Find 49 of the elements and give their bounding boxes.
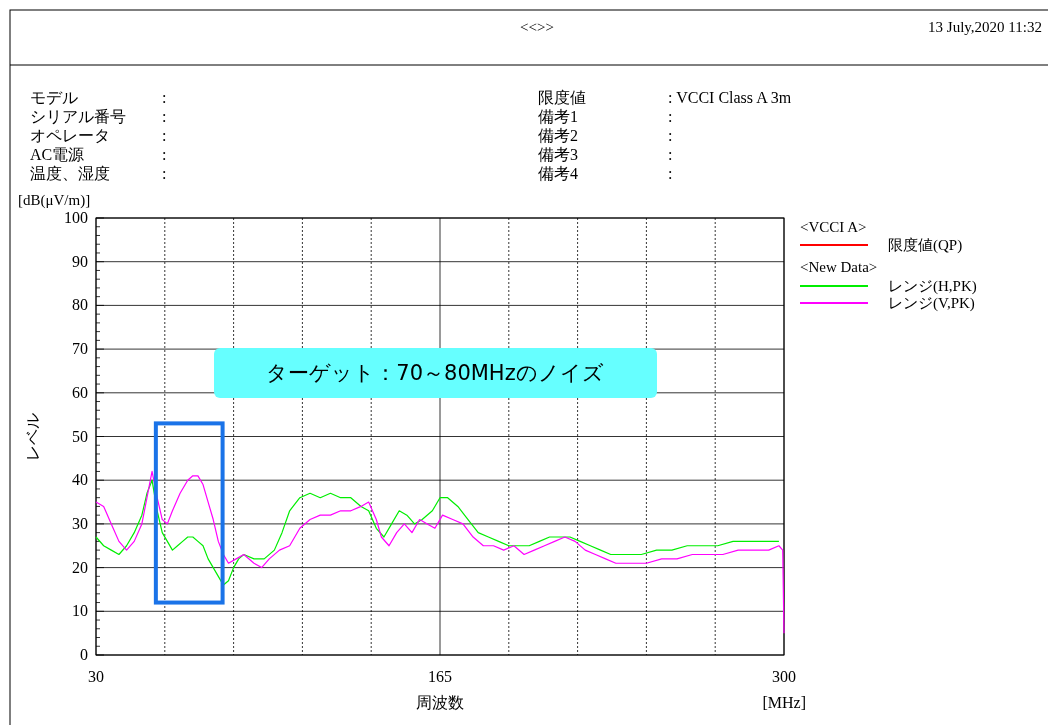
annotation: ターゲット：70～80MHzのノイズ [266, 361, 604, 385]
text: AC電源 [30, 146, 85, 163]
y-tick-label: 70 [72, 340, 88, 358]
chart-title: <<>> [520, 19, 554, 35]
x-tick-label: 30 [88, 668, 104, 685]
y-tick-label: 20 [72, 558, 88, 576]
y-tick-label: 80 [72, 296, 88, 314]
text: : [668, 127, 673, 144]
y-tick-label: 40 [72, 471, 88, 489]
text: 備考4 [538, 165, 578, 182]
text: モデル [30, 89, 78, 106]
y-tick-label: 0 [80, 646, 88, 663]
text: : [668, 165, 673, 182]
text: : [668, 146, 673, 163]
text: : [162, 165, 167, 182]
y-tick-label: 50 [72, 427, 88, 445]
text: : VCCI Class A 3m [668, 89, 792, 106]
legend-label: レンジ(V,PK) [888, 295, 975, 312]
legend-label: 限度値(QP) [888, 237, 963, 254]
text: : [668, 108, 673, 125]
text: 温度、湿度 [30, 165, 110, 182]
x-tick-label: 165 [428, 668, 452, 685]
text: 備考3 [538, 146, 578, 163]
text: [MHz] [762, 694, 806, 711]
text: シリアル番号 [30, 108, 126, 125]
y-tick-label: 90 [72, 252, 88, 270]
text: 限度値 [538, 89, 586, 106]
legend-label: レンジ(H,PK) [888, 278, 977, 295]
y-tick-label: 100 [64, 209, 88, 226]
x-tick-label: 300 [772, 668, 796, 685]
text: <New Data> [800, 259, 878, 275]
text: [dB(μV/m)] [18, 192, 91, 209]
line-series [95, 470, 785, 634]
text: 備考2 [538, 127, 578, 144]
callout-box: ターゲット：70～80MHzのノイズ [214, 348, 657, 398]
text: : [162, 89, 167, 106]
text: : [162, 108, 167, 125]
y-tick-label: 60 [72, 383, 88, 401]
line-series [95, 479, 780, 586]
y-axis-title: レベル [24, 412, 41, 461]
y-tick-label: 30 [72, 514, 88, 532]
text: 13 July,2020 11:32 [928, 19, 1042, 35]
x-axis-title: 周波数 [416, 694, 464, 711]
text: : [162, 127, 167, 144]
text: : [162, 146, 167, 163]
text: <VCCI A> [800, 219, 867, 235]
text: オペレータ [30, 127, 110, 144]
y-tick-label: 10 [72, 602, 88, 620]
text: 備考1 [538, 108, 578, 125]
